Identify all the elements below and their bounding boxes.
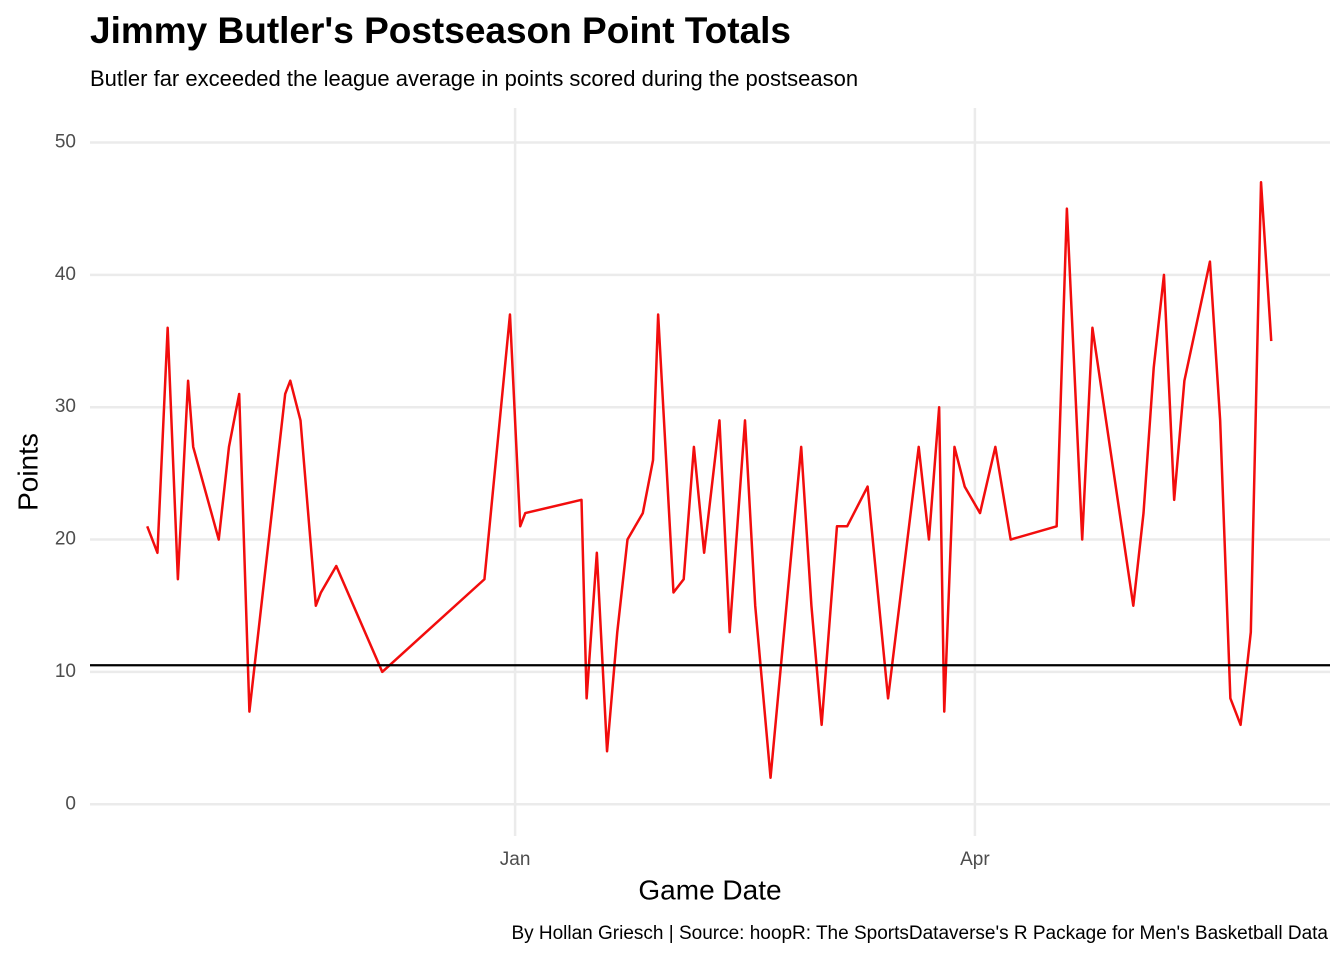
data-line (146, 180, 1273, 780)
x-axis-title: Game Date (638, 874, 781, 905)
chart-title: Jimmy Butler's Postseason Point Totals (90, 10, 791, 51)
x-tick-label: Jan (500, 849, 531, 870)
caption: By Hollan Griesch | Source: hoopR: The S… (511, 923, 1328, 944)
y-tick-label: 40 (55, 264, 76, 285)
x-tick-label: Apr (960, 849, 990, 870)
y-axis-title: Points (12, 433, 43, 511)
chart-subtitle: Butler far exceeded the league average i… (90, 66, 858, 91)
y-tick-label: 30 (55, 396, 76, 417)
y-tick-label: 20 (55, 529, 76, 550)
y-tick-label: 10 (55, 661, 76, 682)
y-tick-label: 0 (65, 793, 76, 814)
y-tick-label: 50 (55, 132, 76, 153)
